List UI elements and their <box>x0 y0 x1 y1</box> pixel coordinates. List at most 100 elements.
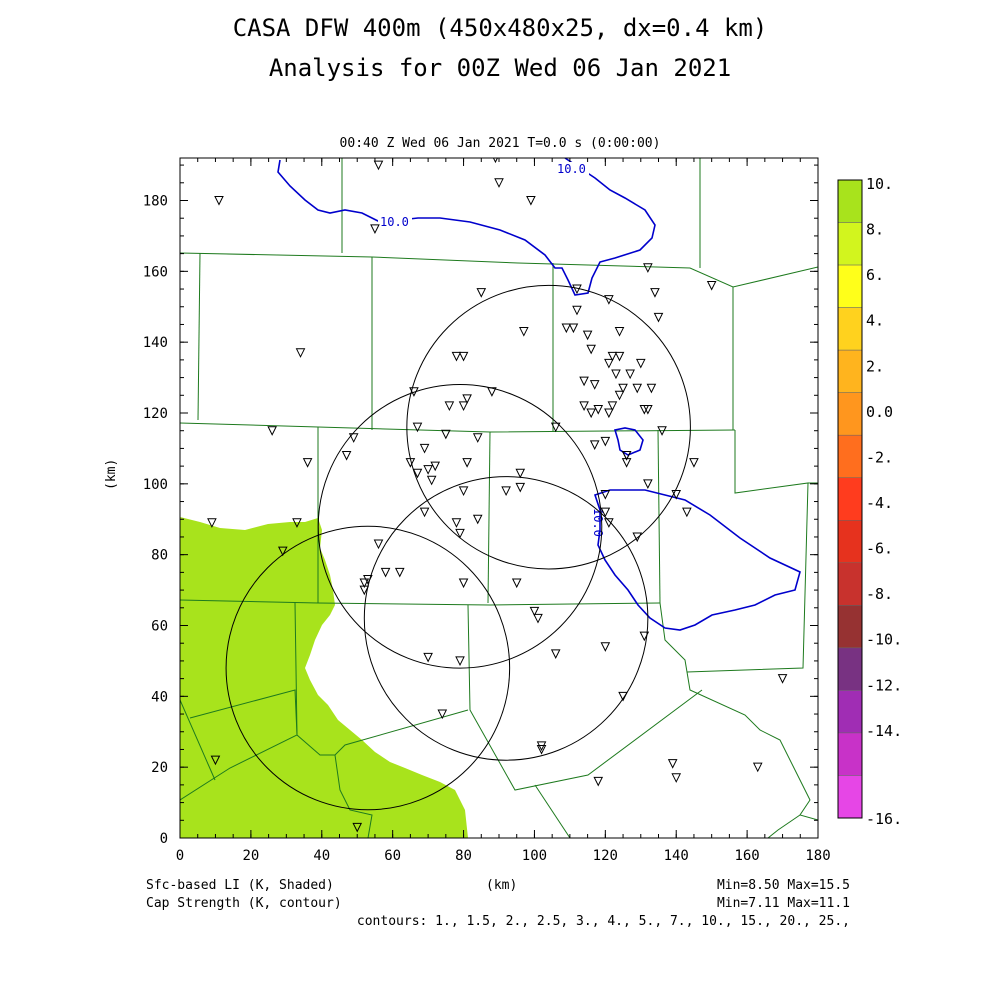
station-marker <box>423 652 433 663</box>
station-marker <box>586 344 596 355</box>
station-marker <box>426 475 437 486</box>
y-tick-label: 40 <box>151 689 168 705</box>
cap-strength-contours <box>277 158 801 631</box>
station-marker <box>409 387 419 397</box>
x-tick-label: 60 <box>384 848 401 864</box>
colorbar-label: 0.0 <box>866 403 893 421</box>
colorbar-swatch <box>837 477 863 521</box>
colorbar-swatch <box>837 179 863 223</box>
colorbar-label: 8. <box>866 221 884 239</box>
station-marker <box>600 489 611 500</box>
x-tick-label: 120 <box>593 848 618 864</box>
y-tick-label: 140 <box>143 335 168 351</box>
station-marker <box>444 401 455 412</box>
colorbar-swatch <box>837 605 863 649</box>
x-tick-label: 180 <box>805 848 830 864</box>
map-title-line1: CASA DFW 400m (450x480x25, dx=0.4 km) <box>232 14 768 42</box>
colorbar-swatch <box>837 222 863 266</box>
x-tick-label: 100 <box>522 848 547 864</box>
x-tick-label: 140 <box>664 848 689 864</box>
station-marker <box>614 327 625 337</box>
station-marker <box>614 351 625 362</box>
station-marker <box>419 443 430 454</box>
station-marker <box>441 429 451 440</box>
y-tick-label: 20 <box>151 760 168 776</box>
station-marker <box>455 656 465 667</box>
station-marker <box>614 390 625 401</box>
station-marker <box>600 436 611 447</box>
station-marker <box>458 486 469 497</box>
station-marker <box>529 606 540 617</box>
station-marker <box>526 196 536 206</box>
x-axis-ticks <box>179 158 819 838</box>
station-marker <box>423 465 433 475</box>
y-tick-label: 180 <box>143 194 168 210</box>
station-marker <box>572 284 582 295</box>
station-marker <box>671 489 682 500</box>
station-marker <box>568 323 579 334</box>
radar-range-ring <box>363 476 649 761</box>
colorbar-swatch <box>837 434 863 478</box>
station-marker <box>458 401 469 412</box>
station-marker <box>639 631 650 642</box>
colorbar-swatch <box>837 520 863 564</box>
station-marker <box>430 461 441 472</box>
station-marker <box>370 224 380 234</box>
station-marker <box>667 759 678 769</box>
colorbar-label: 2. <box>866 357 884 375</box>
y-tick-label: 100 <box>143 477 168 493</box>
x-axis-label: (km) <box>486 878 518 893</box>
station-marker <box>214 196 224 206</box>
y-axis-label: (km) <box>104 458 119 490</box>
station-marker <box>611 369 621 380</box>
x-tick-label: 80 <box>455 848 472 864</box>
y-tick-label: 80 <box>151 548 168 564</box>
colorbar-label: -10. <box>866 631 902 649</box>
colorbar-label: -2. <box>866 448 893 466</box>
station-marker <box>653 312 664 323</box>
station-marker <box>586 408 596 419</box>
colorbar-swatch <box>837 392 863 436</box>
station-marker <box>292 518 302 528</box>
colorbar-label: 6. <box>866 266 884 284</box>
colorbar-label: -12. <box>866 676 902 694</box>
radar-range-ring <box>225 525 511 811</box>
colorbar-swatch <box>837 690 863 734</box>
station-marker <box>462 394 472 404</box>
footer-contour-levels: contours: 1., 1.5, 2., 2.5, 3., 4., 5., … <box>356 914 850 929</box>
station-marker <box>777 674 788 684</box>
station-marker <box>550 422 561 433</box>
station-marker <box>572 305 582 316</box>
station-marker <box>689 458 699 468</box>
station-marker <box>458 578 469 589</box>
colorbar-label: -4. <box>866 494 893 512</box>
colorbar-frame <box>837 179 863 819</box>
station-marker <box>582 330 593 341</box>
station-marker <box>600 642 611 652</box>
station-marker <box>589 440 600 450</box>
station-marker <box>579 401 589 412</box>
contour-label: 10.0 <box>557 162 586 176</box>
station-marker <box>501 486 511 497</box>
li-shaded-region <box>180 517 468 838</box>
station-marker <box>472 514 483 525</box>
station-marker <box>412 422 423 433</box>
station-marker <box>593 776 604 787</box>
footer-contour-label: Cap Strength (K, contour) <box>146 896 342 911</box>
y-tick-label: 60 <box>151 619 168 635</box>
footer-shaded-label: Sfc-based LI (K, Shaded) <box>146 878 334 893</box>
colorbar-swatch <box>837 647 863 691</box>
colorbar-label: 4. <box>866 312 884 330</box>
station-marker <box>515 468 526 479</box>
map-subtitle: 00:40 Z Wed 06 Jan 2021 T=0.0 s (0:00:00… <box>339 136 661 151</box>
colorbar-swatch <box>837 732 863 776</box>
station-marker <box>533 613 543 624</box>
station-marker <box>536 744 547 755</box>
x-axis-tick-labels: 0 20 40 60 80 100 120 140 160 180 <box>176 848 831 864</box>
station-marker <box>607 351 618 362</box>
station-marker <box>373 160 384 171</box>
station-marker <box>472 433 483 443</box>
station-marker <box>462 458 472 468</box>
x-tick-label: 40 <box>313 848 330 864</box>
station-marker <box>643 479 653 489</box>
